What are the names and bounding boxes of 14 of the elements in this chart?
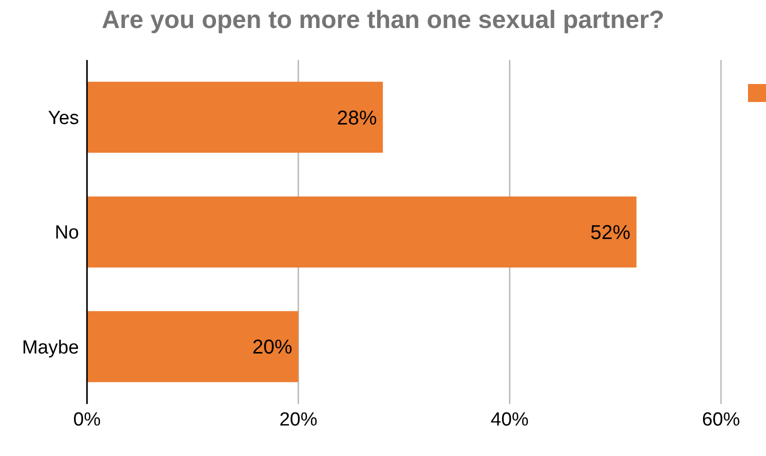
y-tick-label: No xyxy=(54,222,79,244)
data-label: 28% xyxy=(336,107,378,130)
data-label: 20% xyxy=(252,336,293,359)
bar xyxy=(87,82,383,153)
y-tick-label: Yes xyxy=(48,108,79,130)
bar xyxy=(87,196,636,268)
x-tick-label: 0% xyxy=(73,409,101,430)
y-tick-label: Maybe xyxy=(22,337,79,358)
x-tick-label: 20% xyxy=(279,409,318,430)
x-tick-label: 40% xyxy=(490,409,529,430)
bar xyxy=(87,311,298,382)
data-label: 52% xyxy=(590,222,631,244)
chart-title: Are you open to more than one sexual partner? xyxy=(100,6,666,35)
x-tick-label: 60% xyxy=(702,409,740,430)
